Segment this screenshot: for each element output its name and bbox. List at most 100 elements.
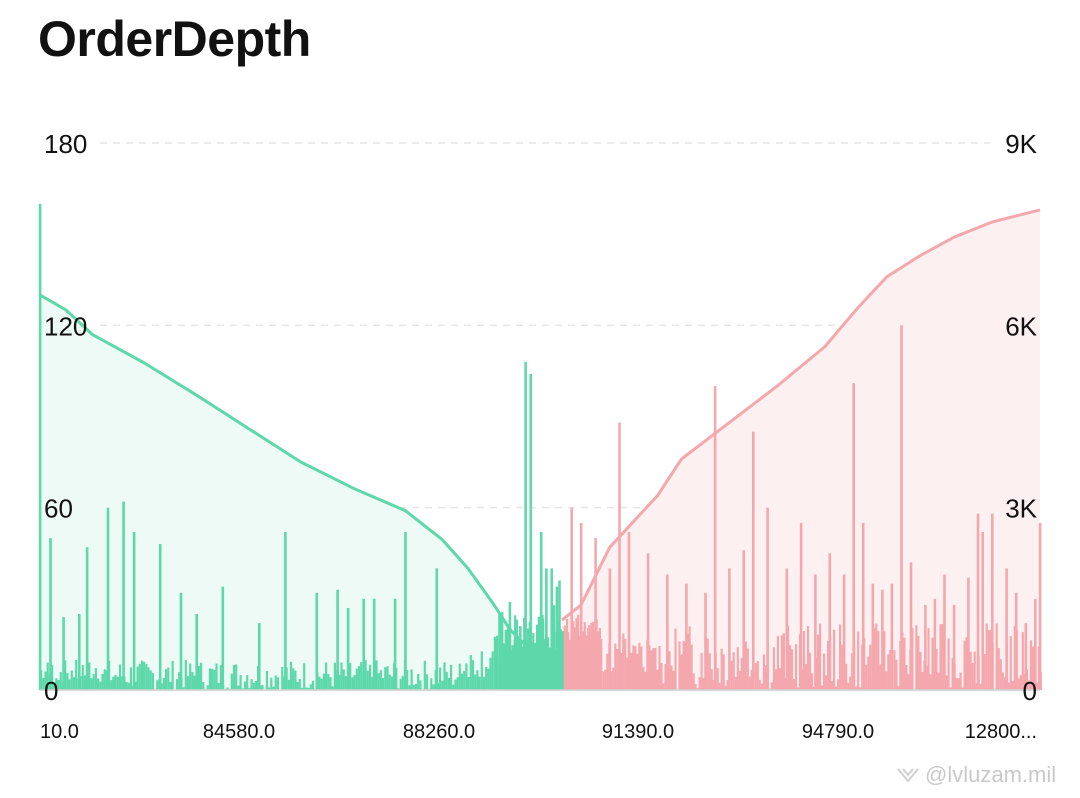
size-bar [471, 660, 475, 690]
size-bar [778, 668, 781, 690]
size-bar [439, 667, 442, 690]
size-bar [915, 625, 918, 690]
size-bar [478, 676, 481, 690]
size-bar [810, 673, 814, 690]
ask-depth-line [561, 208, 1041, 622]
size-bar [656, 669, 659, 690]
size-bar [883, 631, 886, 690]
size-bar [386, 666, 389, 690]
size-bar [688, 626, 691, 690]
size-bar [476, 670, 479, 690]
chart-title: OrderDepth [38, 11, 311, 67]
size-bar [869, 644, 872, 690]
size-spike [122, 501, 125, 690]
size-bar [534, 642, 537, 690]
size-bar [774, 669, 777, 690]
size-bar [702, 678, 705, 690]
size-bar [724, 685, 727, 690]
size-bar [311, 680, 315, 690]
size-bar [226, 687, 229, 690]
size-bar [92, 674, 95, 690]
size-bar [660, 662, 663, 690]
size-bar [710, 669, 713, 690]
size-bar [441, 680, 444, 690]
size-bar [867, 656, 870, 690]
size-bar [678, 641, 681, 690]
size-bar [344, 676, 347, 690]
size-bar [718, 682, 721, 690]
size-spike [336, 589, 339, 690]
size-bar [270, 677, 273, 690]
size-bar [368, 664, 372, 690]
size-bar [720, 648, 723, 690]
size-spike [952, 604, 956, 690]
size-bar [463, 671, 466, 690]
size-bar [831, 681, 834, 690]
size-bar [903, 637, 906, 690]
size-spike [943, 574, 946, 690]
size-bar [939, 624, 942, 690]
size-bar [499, 617, 502, 690]
size-bar [537, 642, 540, 690]
size-bar [390, 676, 393, 690]
size-bar [252, 683, 255, 690]
size-bar [294, 670, 297, 690]
size-bar [772, 647, 775, 690]
size-spike [991, 513, 994, 690]
size-bar [414, 683, 418, 690]
size-bar [42, 678, 45, 690]
size-bar [70, 670, 73, 690]
size-bar [945, 675, 948, 690]
size-bar [839, 624, 842, 690]
size-bar [450, 664, 453, 690]
size-bar [474, 674, 477, 690]
size-spike [752, 431, 755, 690]
size-bar [600, 639, 603, 690]
size-bar [971, 663, 974, 690]
size-bar [638, 642, 641, 690]
size-bar [740, 657, 743, 690]
size-bar [237, 685, 240, 690]
size-spike [871, 583, 875, 690]
size-spike [346, 608, 350, 690]
size-bar [309, 684, 312, 690]
size-bar [1021, 632, 1024, 690]
size-bar [230, 673, 233, 690]
size-bar [482, 676, 486, 690]
size-bar [443, 662, 446, 690]
size-bar [333, 662, 336, 690]
size-bar [770, 682, 773, 690]
size-bar [698, 677, 701, 690]
size-bar [208, 668, 211, 690]
size-bar [859, 687, 862, 690]
size-bar [213, 669, 216, 690]
size-bar [325, 662, 328, 690]
size-bar [592, 621, 595, 690]
x-axis-tick-label: 10.0 [40, 721, 79, 743]
size-bar [184, 659, 187, 690]
size-bar [384, 667, 387, 690]
size-bar [83, 675, 86, 690]
size-bar [59, 672, 62, 690]
size-bar [519, 640, 522, 690]
size-bar [835, 686, 838, 690]
size-bar [175, 679, 179, 690]
size-bar [412, 684, 415, 690]
size-bar [561, 631, 564, 690]
size-bar [121, 676, 124, 690]
size-bar [658, 646, 661, 690]
size-bar [90, 678, 93, 690]
size-bar [758, 679, 761, 690]
size-bar [250, 679, 253, 690]
size-spike [393, 598, 397, 690]
size-bar [200, 662, 203, 690]
size-bar [331, 686, 334, 690]
size-bar [261, 685, 264, 690]
size-bar [186, 676, 190, 690]
size-bar [877, 631, 880, 690]
size-bar [110, 680, 113, 690]
size-bar [929, 674, 932, 690]
size-bar [493, 636, 496, 690]
size-bar [957, 678, 960, 690]
size-bar [517, 648, 520, 690]
